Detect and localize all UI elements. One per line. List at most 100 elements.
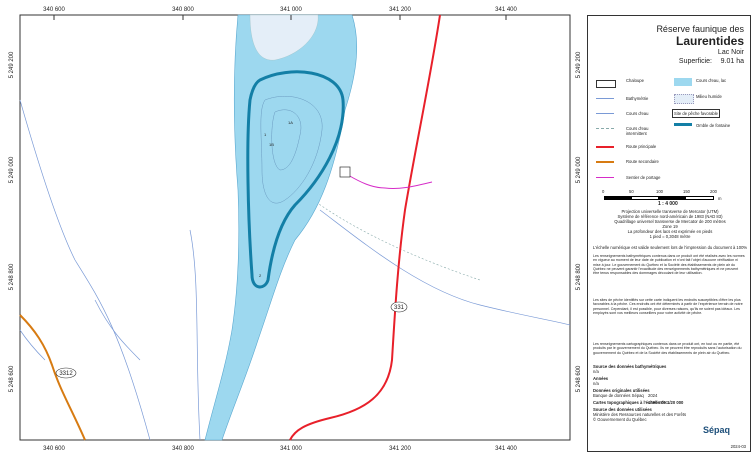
scale-tick: 200: [710, 189, 717, 194]
legend-symbol: [674, 123, 692, 126]
source-year: 1986-2001: [648, 400, 669, 405]
contour: [271, 109, 302, 171]
projection-line: 1 pied = 0,3048 mètre: [649, 234, 691, 239]
road-label: 3312: [59, 371, 73, 377]
projection-line: Zone 19: [662, 224, 678, 229]
depth-label: 2: [259, 273, 262, 278]
streams: [19, 99, 571, 441]
title: Laurentides: [675, 34, 744, 48]
legend-label: Cours d'eau: [626, 111, 649, 116]
legend-label: Omble de fontaine: [696, 123, 731, 128]
legend-symbol: [596, 80, 616, 88]
source-value: n/a: [593, 381, 599, 386]
legend-label: Route secondaire: [626, 159, 659, 164]
legend-label: Chaloupe: [626, 78, 644, 83]
road-label: 331: [394, 305, 405, 311]
grid-label: 340 800: [172, 446, 194, 452]
source-extra: © Gouvernement du Québec: [593, 417, 647, 422]
scale-tick: 150: [683, 189, 690, 194]
scale-segment: [685, 196, 714, 200]
map: 331 3312 1A 1 1B 2 340 600 340 600 340 800…: [9, 7, 582, 452]
lake-name: Lac Noir: [717, 49, 744, 56]
grid-label: 5 249 000: [576, 156, 582, 183]
scale-segment: [631, 196, 660, 200]
scale-tick: 100: [656, 189, 663, 194]
legend-symbol: [674, 94, 694, 104]
main-road: [289, 14, 441, 441]
legend-symbol: [596, 128, 614, 129]
area-label: Superficie:: [678, 58, 712, 65]
grid-label: 5 248 600: [576, 365, 582, 392]
source-label: Données originales utilisées: [593, 388, 650, 393]
road-shield: [390, 301, 408, 313]
grid-label: 341 200: [389, 7, 411, 13]
source-year: 2024: [648, 393, 658, 398]
grid-label: 5 248 800: [9, 263, 15, 290]
depth-label: 1B: [269, 142, 274, 147]
source-value: Ministère des Ressources naturelles et d…: [593, 412, 687, 417]
projection-line: Système de référence nord-américain de 1…: [617, 214, 723, 219]
grid-label: 340 800: [172, 7, 194, 13]
scale-segment: [604, 196, 633, 200]
source-label: Source des données utilisées: [593, 407, 652, 412]
road-shield: [55, 367, 77, 379]
legend-label: Bathymétrie: [626, 96, 649, 101]
projection-line: Projection universelle transverse de Mer…: [621, 209, 719, 214]
scale-ratio: 1 : 4 000: [658, 201, 678, 207]
contour: [260, 96, 323, 204]
title: Réserve faunique des: [656, 24, 744, 34]
depth-label: 1A: [288, 120, 293, 125]
note: Les renseignements bathymétriques conten…: [593, 254, 745, 276]
grid-label: 5 248 800: [576, 263, 582, 290]
scale-unit: m: [718, 196, 722, 201]
legend-label: Milieu humide: [696, 94, 722, 99]
legend-symbol: [596, 113, 614, 114]
projection-line: L'échelle numérique est valide seulement…: [592, 245, 748, 250]
portage-trail: [347, 174, 433, 189]
secondary-road: [19, 314, 86, 441]
source-label: Années: [593, 376, 609, 381]
scale-tick: 50: [629, 189, 634, 194]
source-label: Cartes topographiques à l'échelle de 1/2…: [593, 400, 684, 405]
legend-label: Route principale: [626, 144, 657, 149]
grid-label: 341 000: [280, 446, 302, 452]
grid-label: 5 249 200: [576, 51, 582, 78]
legend-label: Cours d'eau intermittent: [626, 126, 649, 136]
grid-label: 341 400: [495, 7, 517, 13]
source-label: Source des données bathymétriques: [593, 364, 667, 369]
projection-line: La profondeur des lacs est exprimée en p…: [627, 229, 713, 234]
boat-icon: [339, 166, 351, 178]
legend-panel: Réserve faunique des Laurentides Lac Noi…: [587, 15, 751, 452]
legend-label: Cours d'eau, lac: [696, 78, 727, 83]
logo: Sépaq: [702, 425, 730, 435]
scale-tick: 0: [602, 189, 605, 194]
grid-label: 341 200: [389, 446, 411, 452]
legend-symbol: [596, 177, 614, 178]
grid-label: 5 249 000: [9, 156, 15, 183]
note: Les renseignements cartographiques conte…: [593, 342, 742, 355]
grid-label: 341 400: [495, 446, 517, 452]
grid-label: 5 248 600: [9, 365, 15, 392]
legend-label: Sentier de portage: [626, 175, 661, 180]
legend-symbol: [596, 161, 614, 163]
bathymetry-site: [246, 70, 345, 289]
intermittent-stream: [299, 189, 481, 281]
area-value: 9.01 ha: [720, 58, 744, 65]
legend-symbol: [674, 78, 692, 86]
date: 2024-03: [730, 444, 746, 449]
projection-line: Quadrillage universel transverse de Merc…: [614, 219, 726, 224]
grid-label: 340 600: [43, 7, 65, 13]
grid-label: 340 600: [43, 446, 65, 452]
scale-segment: [658, 196, 687, 200]
note: Les sites de pêche identifiés sur cette …: [593, 298, 743, 315]
source-value: Banque de données Sépaq: [593, 393, 644, 398]
depth-label: 1: [264, 132, 267, 137]
grid-label: 5 249 200: [9, 51, 15, 78]
wetland: [249, 14, 319, 61]
source-value: n/a: [593, 369, 599, 374]
legend-symbol: [596, 146, 614, 148]
legend-label: Site de pêche favorable: [672, 109, 720, 118]
grid-label: 341 000: [280, 7, 302, 13]
legend-symbol: [596, 98, 614, 99]
